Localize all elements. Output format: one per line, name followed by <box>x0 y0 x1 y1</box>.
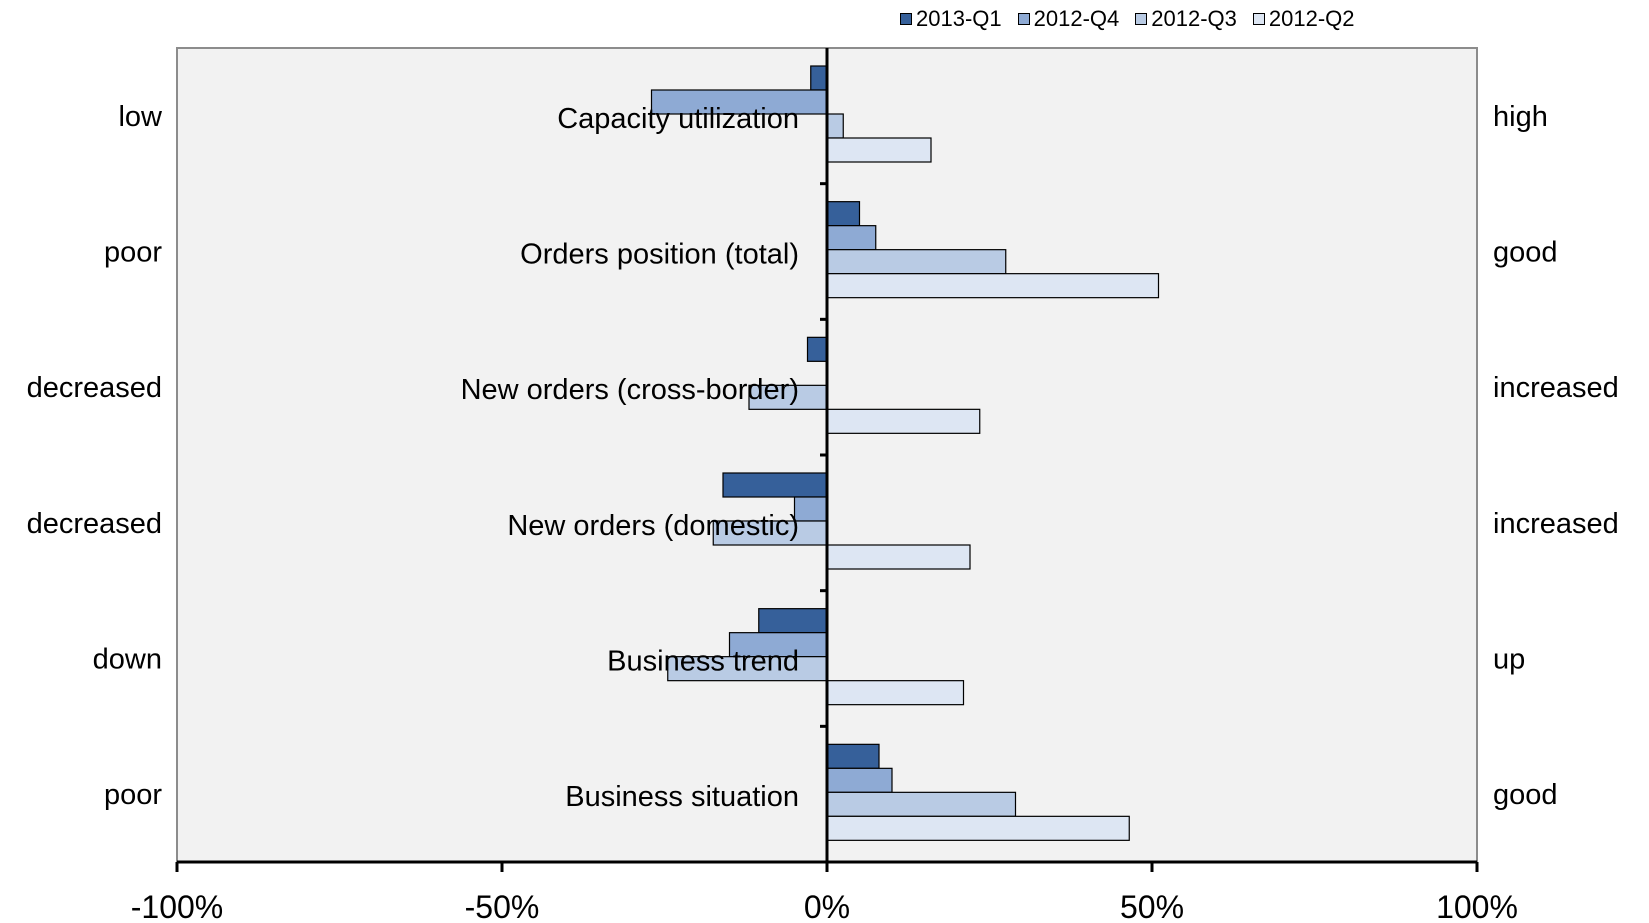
legend-swatch <box>1252 13 1265 25</box>
x-tick-label: 50% <box>1120 889 1184 923</box>
legend-item: 2012-Q2 <box>1252 6 1355 32</box>
left-scale-label: poor <box>104 779 162 811</box>
left-scale-label: down <box>93 644 162 676</box>
bar-1-2013-Q1 <box>810 65 828 91</box>
x-tick-label: -100% <box>131 889 224 923</box>
bar-4-2012-Q2 <box>826 544 971 570</box>
legend-label: 2012-Q2 <box>1268 6 1355 31</box>
legend-item: 2013-Q1 <box>900 6 1002 32</box>
right-scale-label: good <box>1493 237 1558 269</box>
legend-label: 2012-Q4 <box>1033 6 1120 31</box>
legend-swatch <box>1135 13 1148 25</box>
legend-label: 2013-Q1 <box>916 6 1002 31</box>
x-tick-label: 100% <box>1436 889 1518 923</box>
right-scale-label: up <box>1493 644 1525 676</box>
legend-swatch <box>1017 13 1030 25</box>
bar-5-2012-Q3 <box>667 656 828 682</box>
bar-5-2012-Q2 <box>826 680 965 706</box>
category-label: New orders (cross-border) <box>461 374 799 406</box>
right-scale-label: good <box>1493 779 1558 811</box>
bar-1-2012-Q3 <box>826 113 844 139</box>
bar-1-2012-Q2 <box>826 137 932 163</box>
bar-2-2012-Q4 <box>826 225 877 251</box>
legend-item: 2012-Q3 <box>1135 6 1237 32</box>
left-scale-label: decreased <box>27 372 162 404</box>
bar-6-2012-Q3 <box>826 791 1017 817</box>
bar-2-2012-Q3 <box>826 249 1007 275</box>
category-label: New orders (domestic) <box>507 510 799 542</box>
legend-swatch <box>900 13 912 25</box>
bar-4-2012-Q4 <box>793 496 828 522</box>
bar-6-2012-Q4 <box>826 767 893 793</box>
right-scale-label: increased <box>1493 508 1619 540</box>
right-scale-label: high <box>1493 101 1548 133</box>
bar-3-2012-Q3 <box>748 384 828 410</box>
bar-4-2013-Q1 <box>722 472 828 498</box>
bar-5-2013-Q1 <box>758 608 828 634</box>
bar-1-2012-Q4 <box>650 89 828 115</box>
category-label: Business trend <box>607 646 799 678</box>
bar-6-2012-Q2 <box>826 815 1130 841</box>
bar-3-2013-Q1 <box>806 336 828 362</box>
left-scale-label: low <box>118 101 163 133</box>
bar-6-2013-Q1 <box>826 743 880 769</box>
bar-3-2012-Q2 <box>826 408 981 434</box>
category-label: Orders position (total) <box>520 239 799 271</box>
left-scale-label: poor <box>104 237 162 269</box>
chart-legend: 2013-Q1 2012-Q4 2012-Q3 2012-Q2 <box>900 2 1371 36</box>
legend-label: 2012-Q3 <box>1151 6 1237 31</box>
bar-2-2013-Q1 <box>826 201 861 227</box>
right-scale-label: increased <box>1493 372 1619 404</box>
x-tick-label: 0% <box>804 889 850 923</box>
category-label: Business situation <box>565 781 799 813</box>
bar-2-2012-Q2 <box>826 273 1160 299</box>
legend-item: 2012-Q4 <box>1017 6 1120 32</box>
left-scale-label: decreased <box>27 508 162 540</box>
x-tick-label: -50% <box>465 889 540 923</box>
category-label: Capacity utilization <box>557 103 799 135</box>
